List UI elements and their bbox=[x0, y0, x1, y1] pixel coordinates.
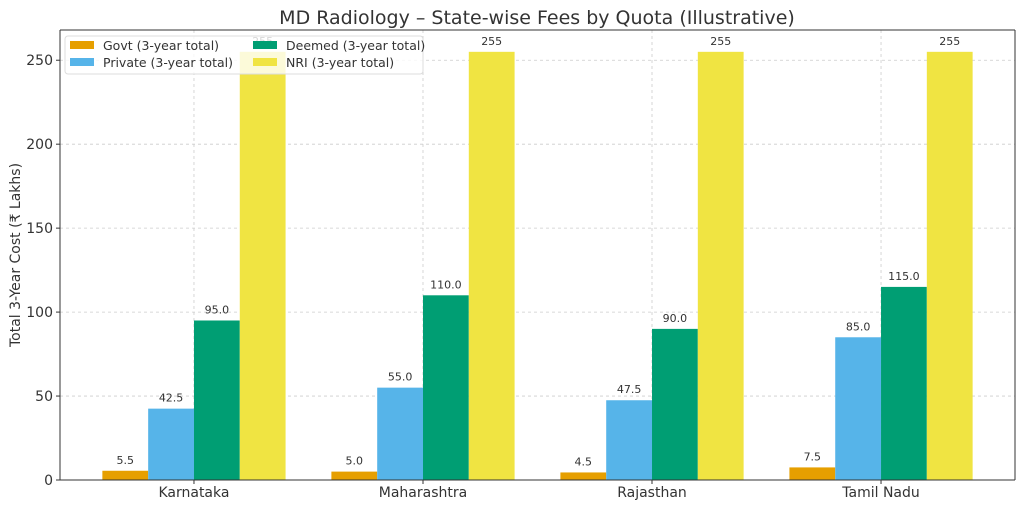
y-tick-label: 150 bbox=[26, 221, 53, 237]
data-label: 255 bbox=[710, 35, 731, 48]
data-label: 115.0 bbox=[888, 270, 920, 283]
bar-deemed bbox=[652, 328, 698, 480]
legend-swatch bbox=[70, 58, 94, 66]
data-label: 255 bbox=[481, 35, 502, 48]
bar-govt bbox=[331, 471, 378, 480]
x-tick-label: Rajasthan bbox=[617, 485, 687, 501]
bar-deemed bbox=[881, 286, 927, 480]
data-label: 5.0 bbox=[346, 455, 364, 468]
y-axis-label: Total 3-Year Cost (₹ Lakhs) bbox=[8, 163, 24, 348]
bar-nri bbox=[239, 51, 286, 480]
data-label: 95.0 bbox=[205, 303, 230, 316]
legend-label: Private (3-year total) bbox=[103, 55, 233, 70]
y-tick-label: 100 bbox=[26, 305, 53, 321]
data-label: 110.0 bbox=[430, 278, 462, 291]
y-tick-label: 250 bbox=[26, 53, 53, 69]
data-label: 90.0 bbox=[663, 312, 688, 325]
legend-label: Deemed (3-year total) bbox=[286, 38, 425, 53]
chart-title: MD Radiology – State-wise Fees by Quota … bbox=[279, 7, 795, 29]
y-tick-label: 0 bbox=[44, 473, 53, 489]
legend-swatch bbox=[70, 41, 94, 49]
bar-private bbox=[835, 337, 882, 480]
legend-box bbox=[64, 35, 424, 75]
x-tick-label: Maharashtra bbox=[379, 485, 467, 501]
data-label: 42.5 bbox=[159, 392, 184, 405]
legend-label: Govt (3-year total) bbox=[103, 38, 219, 53]
bar-deemed bbox=[422, 295, 469, 480]
data-label: 255 bbox=[939, 35, 960, 48]
bar-deemed bbox=[193, 320, 240, 480]
bars: 5.5 5.0 4.5 7.5 42.5 55.0 47.5 85.0 95.0 110.0 90.… bbox=[102, 35, 973, 480]
legend-swatch bbox=[253, 58, 277, 66]
bar-govt bbox=[560, 472, 607, 480]
bar-private bbox=[377, 387, 423, 480]
legend: Govt (3-year total) Private (3-year total… bbox=[64, 35, 425, 75]
x-tick-label: Tamil Nadu bbox=[841, 485, 920, 501]
data-label: 85.0 bbox=[846, 320, 871, 333]
y-tick-label: 50 bbox=[35, 389, 53, 405]
legend-swatch bbox=[253, 41, 277, 49]
data-label: 5.5 bbox=[117, 454, 135, 467]
bar-private bbox=[606, 400, 653, 480]
bar-nri bbox=[697, 51, 744, 480]
data-label: 47.5 bbox=[617, 383, 642, 396]
y-tick-label: 200 bbox=[26, 137, 53, 153]
x-tick-label: Karnataka bbox=[158, 485, 229, 501]
bar-nri bbox=[926, 51, 973, 480]
data-label: 7.5 bbox=[804, 450, 822, 463]
data-label: 55.0 bbox=[388, 371, 413, 384]
bar-nri bbox=[468, 51, 515, 480]
bar-govt bbox=[789, 467, 836, 480]
data-label: 4.5 bbox=[575, 455, 593, 468]
bar-govt bbox=[102, 470, 149, 480]
bar-private bbox=[148, 408, 194, 480]
legend-label: NRI (3-year total) bbox=[286, 55, 394, 70]
axes: 0 50 100 150 200 250 Karnataka Maharashtra Rajas… bbox=[26, 29, 1016, 501]
